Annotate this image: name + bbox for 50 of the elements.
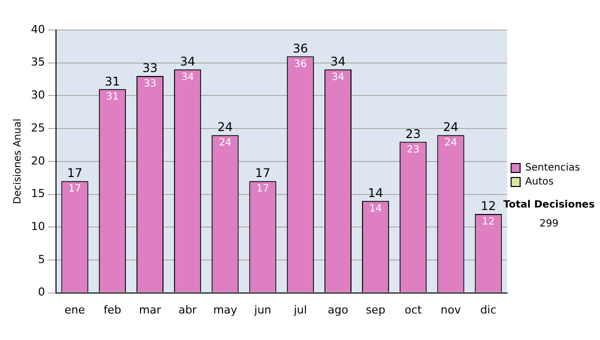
data-label: 17 (256, 184, 270, 195)
data-label: 36 (294, 58, 307, 70)
total-label: 34 (330, 54, 346, 69)
total-label: 17 (67, 166, 82, 180)
total-label: 34 (180, 54, 196, 69)
data-label: 31 (106, 92, 119, 103)
data-label: 17 (68, 184, 82, 195)
y-tick-label: 0 (38, 286, 45, 299)
x-tick-label: may (213, 303, 238, 316)
y-tick-label: 35 (30, 56, 45, 69)
legend-label: Sentencias (525, 162, 580, 174)
x-tick-label: nov (440, 303, 462, 316)
x-tick-label: dic (480, 303, 496, 316)
total-label: 17 (255, 166, 270, 180)
data-label: 34 (332, 72, 344, 84)
annotation: Total Decisiones (503, 200, 595, 211)
x-tick-label: ago (328, 303, 348, 316)
total-label: 23 (406, 126, 421, 141)
y-tick-label: 30 (30, 88, 45, 102)
text: 299 (539, 218, 559, 230)
total-label: 12 (480, 199, 496, 214)
total-label: 33 (142, 61, 158, 76)
y-tick-label: 15 (30, 187, 45, 200)
y-tick-label: 10 (30, 220, 45, 233)
x-tick-label: mar (138, 303, 162, 316)
x-tick-label: jun (253, 303, 272, 316)
x-tick-label: feb (104, 303, 122, 316)
total-label: 31 (104, 74, 120, 88)
y-tick-label: 40 (30, 22, 45, 36)
total-label: 36 (292, 41, 308, 56)
legend-label: Autos (525, 176, 554, 188)
y-tick-label: 25 (30, 121, 45, 134)
data-label: 12 (482, 216, 495, 228)
x-tick-label: ene (64, 303, 86, 316)
x-tick-label: jul (292, 303, 307, 316)
x-tick-label: oct (404, 303, 422, 316)
data-label: 33 (144, 78, 156, 90)
x-tick-label: abr (178, 303, 198, 316)
y-tick-label: 5 (38, 252, 45, 266)
data-label: 34 (181, 72, 194, 84)
total-label: 14 (368, 186, 384, 200)
data-label: 24 (218, 138, 232, 149)
data-label: 23 (406, 144, 420, 156)
data-label: 24 (444, 138, 458, 149)
y-tick-label: 20 (30, 154, 45, 168)
total-label: 24 (443, 120, 458, 134)
x-tick-label: sep (366, 303, 386, 316)
data-label: 14 (369, 203, 382, 214)
y-axis-title: Decisiones Anual (12, 118, 24, 204)
total-label: 24 (218, 120, 233, 134)
